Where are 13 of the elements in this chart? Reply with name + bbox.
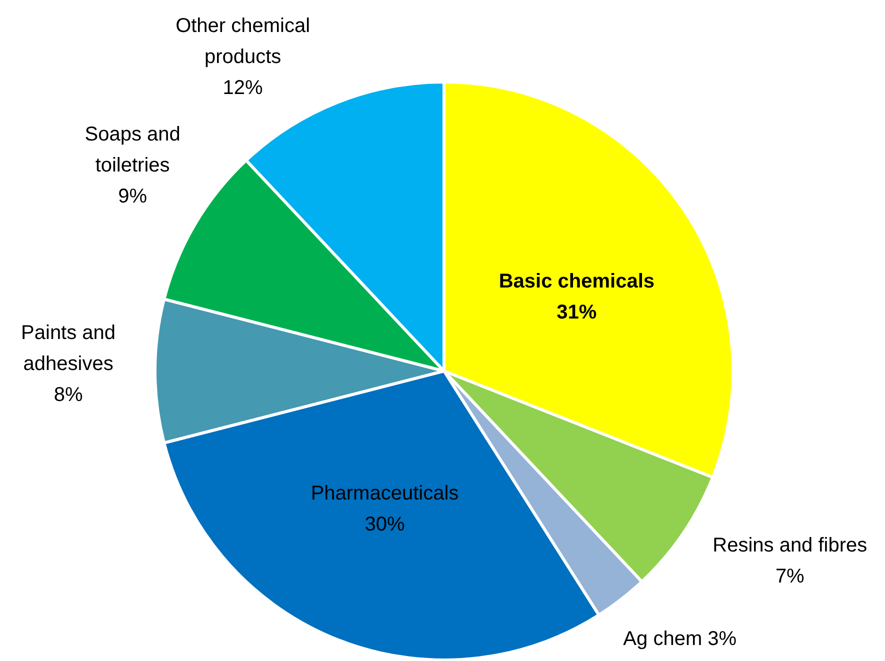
slice-label: Paints and adhesives (21, 322, 116, 375)
data-label: 7% (775, 566, 805, 588)
slice-label: Other chemical products (176, 15, 310, 68)
data-label: 12% (222, 77, 264, 100)
slice-label: Basic chemicals (498, 270, 655, 292)
slice-label: Resins and fibres (712, 534, 868, 557)
data-label: 8% (54, 384, 83, 406)
slice-label: Pharmaceuticals (310, 482, 459, 505)
data-label: 31% (556, 301, 597, 324)
slice-label: Ag chem 3% (623, 628, 737, 650)
slice-label: Soaps and toiletries (84, 124, 180, 177)
data-label: 9% (118, 186, 148, 208)
data-label: 30% (364, 514, 405, 536)
